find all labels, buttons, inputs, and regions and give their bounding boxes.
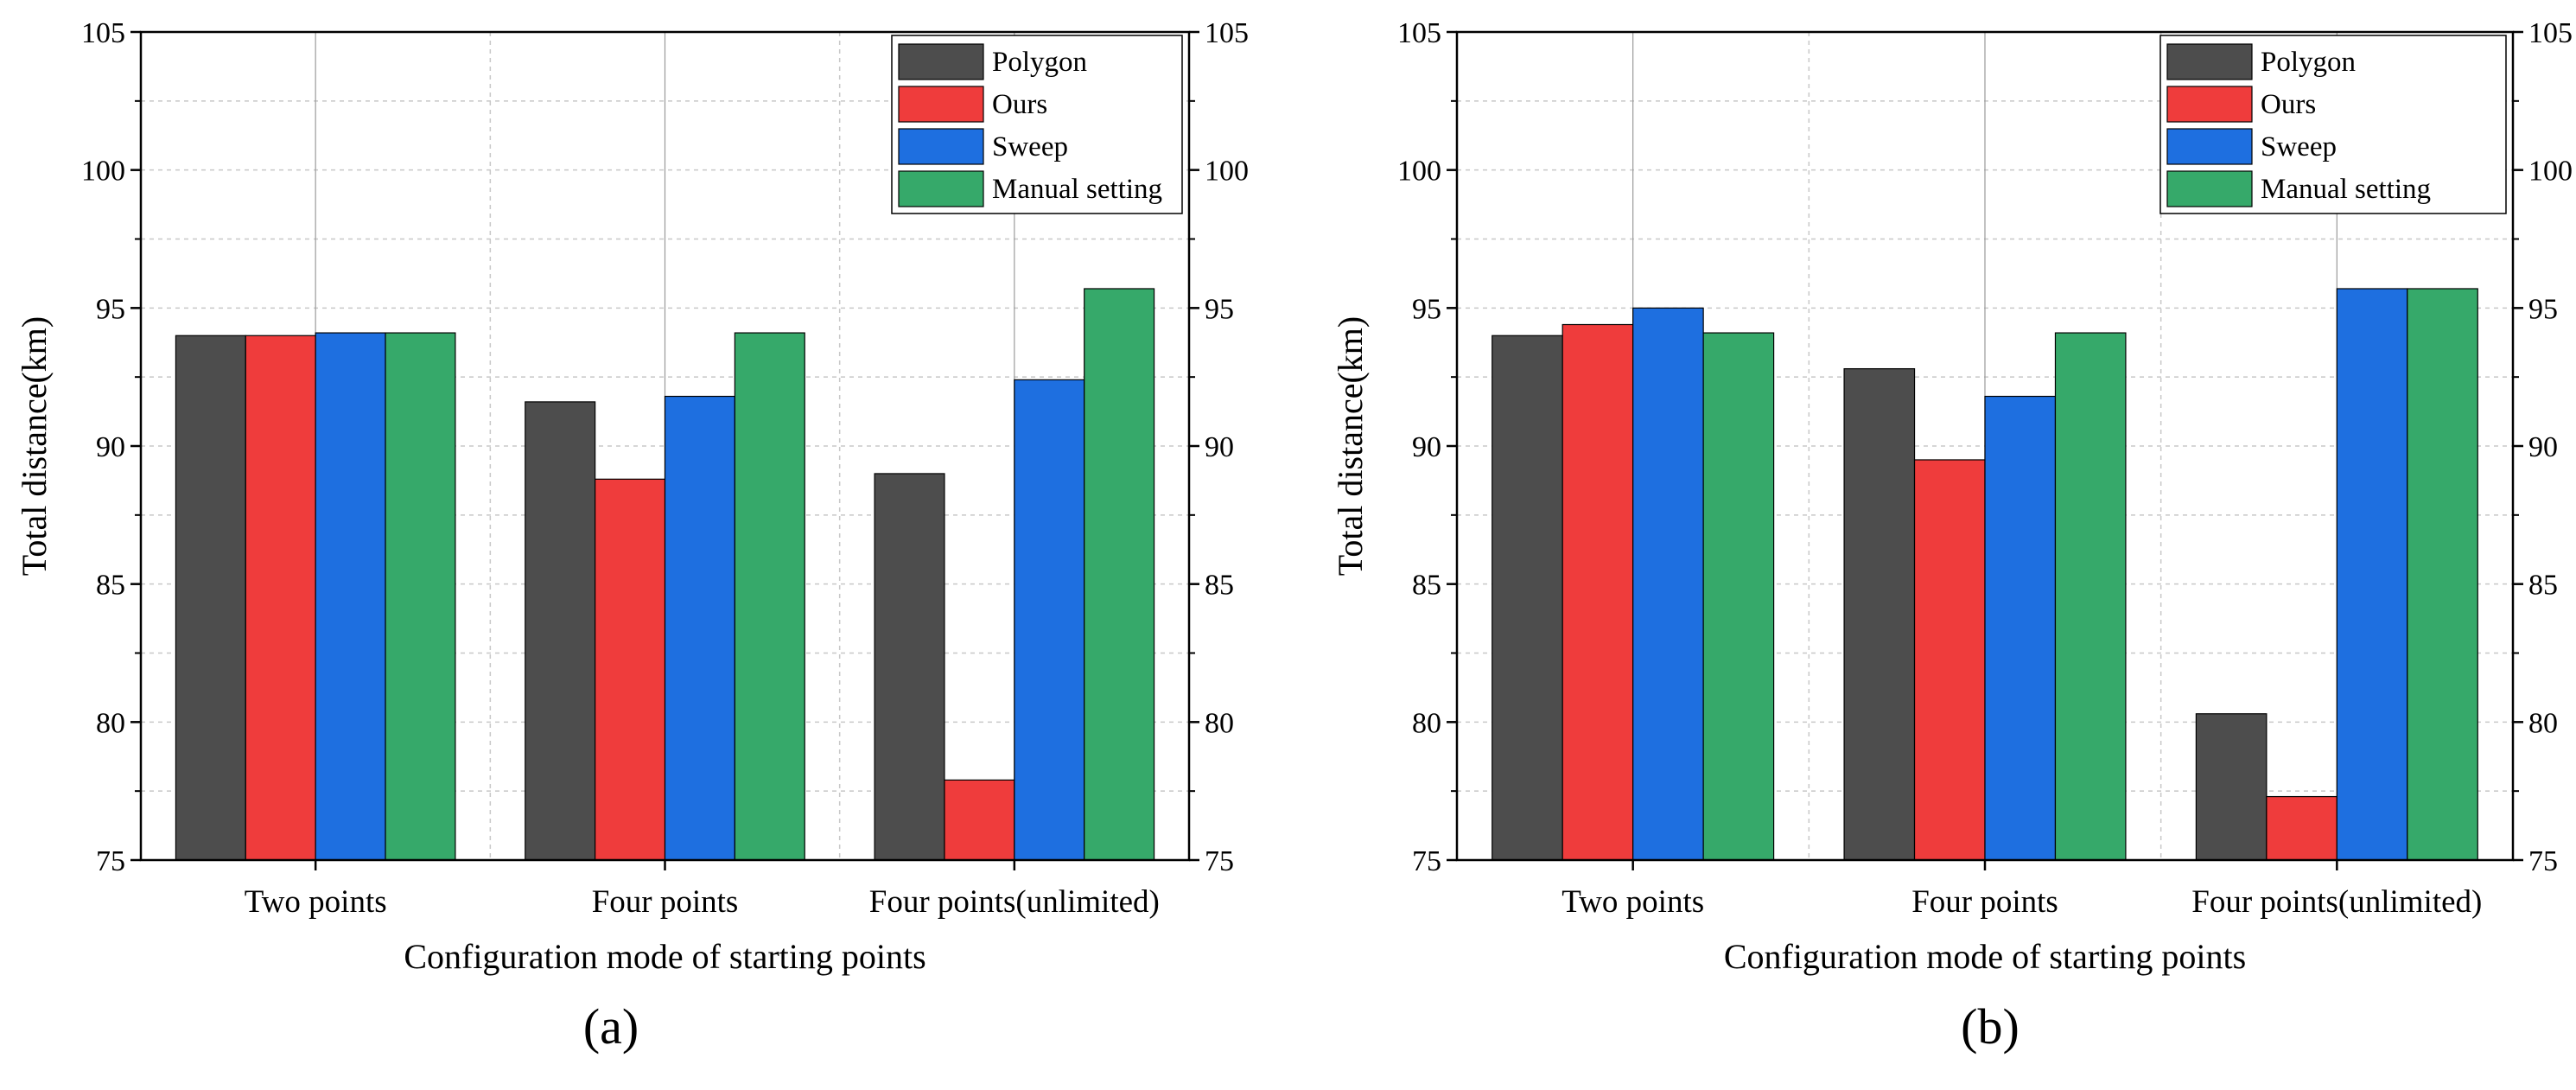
bar-manual-setting-2: [2054, 332, 2127, 861]
bar-manual-setting-3: [1084, 288, 1155, 861]
bar-manual-setting-3: [2407, 288, 2478, 861]
y-tick-label-right: 105: [1205, 17, 1249, 49]
bar-manual-setting-2: [734, 332, 805, 861]
bar-ours-2: [595, 478, 666, 861]
x-tick-label: Four points: [1911, 884, 2058, 920]
bar-manual-setting-1: [385, 332, 456, 861]
legend-label: Polygon: [992, 47, 1087, 78]
y-tick-label-right: 75: [1205, 845, 1234, 877]
y-tick-label-left: 90: [1412, 431, 1441, 463]
y-tick-label-left: 100: [81, 156, 125, 188]
legend-label: Ours: [992, 89, 1047, 120]
bar-sweep-2: [1984, 395, 2057, 861]
bar-ours-3: [944, 779, 1015, 861]
y-tick-label-left: 75: [96, 845, 125, 877]
bar-polygon-2: [525, 401, 596, 861]
legend-swatch-sweep: [898, 128, 984, 165]
legend-label: Ours: [2261, 89, 2316, 120]
bar-polygon-3: [2195, 713, 2268, 861]
panel-label: (b): [1961, 998, 2019, 1055]
legend-label: Polygon: [2261, 47, 2356, 78]
legend-swatch-manual-setting: [898, 170, 984, 207]
y-tick-label-right: 90: [2528, 431, 2558, 463]
y-tick-label-left: 80: [96, 707, 125, 739]
panel-label: (a): [583, 998, 639, 1055]
legend-swatch-manual-setting: [2166, 170, 2253, 207]
y-tick-label-right: 95: [2528, 293, 2558, 325]
bar-polygon-1: [175, 335, 246, 861]
x-tick-label: Two points: [1562, 884, 1704, 920]
y-tick-label-right: 100: [1205, 156, 1249, 188]
x-tick-label: Four points(unlimited): [2191, 884, 2482, 920]
bar-sweep-3: [1014, 379, 1085, 861]
bar-manual-setting-1: [1702, 332, 1775, 861]
y-tick-label-left: 100: [1397, 156, 1441, 188]
bar-polygon-1: [1492, 335, 1563, 861]
y-tick-label-left: 80: [1412, 707, 1441, 739]
bar-polygon-2: [1843, 367, 1916, 861]
y-tick-label-right: 105: [2528, 17, 2573, 49]
chart-panel-a: 75 80 85 90 95 100 105 75 80 85 90 95 100 105 Two poin…: [15, 17, 1249, 1055]
chart-panel-b: 75 80 85 90 95 100 105 75 80 85 90 95 100 105 Two poin…: [1331, 17, 2573, 1055]
bar-sweep-1: [1632, 307, 1704, 861]
y-tick-label-left: 85: [1412, 570, 1441, 602]
y-tick-label-left: 105: [81, 17, 125, 49]
y-tick-label-right: 90: [1205, 431, 1234, 463]
legend-swatch-polygon: [2166, 43, 2253, 80]
bar-ours-1: [1562, 323, 1634, 861]
y-tick-label-left: 85: [96, 570, 125, 602]
y-tick-label-left: 95: [1412, 293, 1441, 325]
y-tick-label-right: 85: [1205, 570, 1234, 602]
legend-label: Manual setting: [992, 174, 1162, 205]
bar-sweep-1: [315, 332, 386, 861]
y-tick-label-left: 90: [96, 431, 125, 463]
x-tick-label: Four points(unlimited): [869, 884, 1160, 920]
legend-label: Sweep: [2261, 131, 2337, 163]
x-axis-title: Configuration mode of starting points: [404, 937, 925, 976]
y-tick-label-right: 85: [2528, 570, 2558, 602]
legend-label: Manual setting: [2261, 174, 2431, 205]
bar-ours-3: [2266, 795, 2337, 861]
y-tick-label-left: 105: [1397, 17, 1441, 49]
legend: Polygon Ours Sweep Manual setting: [891, 35, 1183, 214]
x-axis-title: Configuration mode of starting points: [1724, 937, 2246, 976]
y-tick-label-right: 80: [2528, 707, 2558, 739]
y-tick-label-left: 75: [1412, 845, 1441, 877]
y-tick-label-right: 95: [1205, 293, 1234, 325]
legend-swatch-ours: [898, 86, 984, 123]
y-axis-title: Total distance(km): [1331, 316, 1370, 576]
bar-polygon-3: [874, 473, 945, 861]
bar-ours-2: [1913, 459, 1986, 861]
x-tick-label: Two points: [245, 884, 387, 920]
x-tick-label: Four points: [592, 884, 739, 920]
legend-swatch-sweep: [2166, 128, 2253, 165]
legend-swatch-ours: [2166, 86, 2253, 123]
legend-label: Sweep: [992, 131, 1068, 163]
bar-sweep-2: [664, 395, 735, 861]
y-tick-label-right: 100: [2528, 156, 2573, 188]
bar-ours-1: [245, 335, 316, 861]
legend-swatch-polygon: [898, 43, 984, 80]
bar-sweep-3: [2336, 288, 2408, 861]
y-tick-label-right: 75: [2528, 845, 2558, 877]
y-tick-label-right: 80: [1205, 707, 1234, 739]
y-tick-label-left: 95: [96, 293, 125, 325]
y-axis-title: Total distance(km): [15, 316, 54, 576]
legend: Polygon Ours Sweep Manual setting: [2159, 35, 2507, 214]
